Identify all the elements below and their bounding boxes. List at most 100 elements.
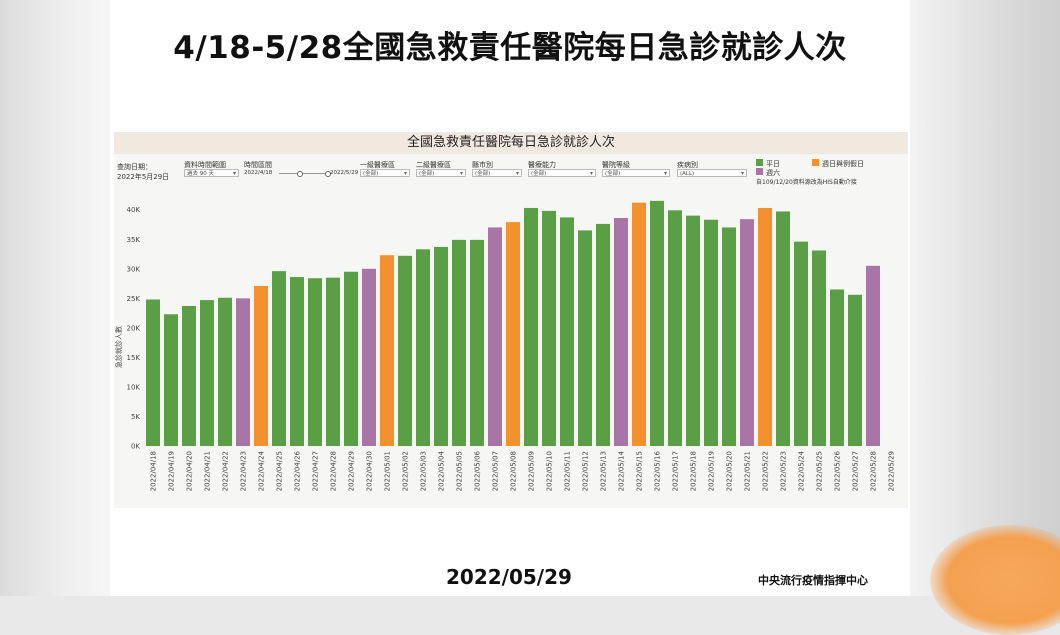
x-tick-label: 2022/05/18: [690, 451, 698, 491]
x-tick-label: 2022/05/29: [888, 451, 896, 491]
hospital-level-select[interactable]: (全部): [602, 169, 670, 178]
x-tick-label: 2022/05/03: [420, 451, 428, 491]
capacity-select[interactable]: (全部): [528, 169, 596, 178]
legend-holiday-label: 週日與例假日: [822, 160, 864, 168]
data-range-label: 資料時間範圍: [184, 161, 226, 169]
x-tick-label: 2022/04/20: [186, 451, 194, 491]
bar[interactable]: [775, 211, 791, 446]
x-tick-label: 2022/04/19: [168, 451, 176, 491]
x-tick-label: 2022/05/17: [672, 451, 680, 491]
period-label: 時間區間: [244, 161, 272, 169]
bar[interactable]: [721, 227, 737, 446]
background-right: [910, 0, 1060, 596]
y-axis-label: 急診就診人數: [114, 326, 123, 368]
bar[interactable]: [397, 255, 413, 446]
bar[interactable]: [865, 265, 881, 446]
emerg2-select[interactable]: (全部): [416, 169, 466, 178]
period-slider[interactable]: [279, 171, 331, 177]
x-tick-label: 2022/05/28: [870, 451, 878, 491]
bar[interactable]: [307, 278, 323, 446]
bar[interactable]: [145, 299, 161, 446]
x-tick-label: 2022/05/12: [582, 451, 590, 491]
x-tick-label: 2022/04/28: [330, 451, 338, 491]
x-tick-label: 2022/04/27: [312, 451, 320, 491]
x-tick-label: 2022/05/15: [636, 451, 644, 491]
footer-org: 中央流行疫情指揮中心: [758, 574, 868, 587]
x-tick-label: 2022/04/24: [258, 450, 266, 491]
bar[interactable]: [253, 285, 269, 446]
x-tick-label: 2022/04/25: [276, 451, 284, 491]
data-range-select[interactable]: 過去 90 天: [184, 169, 239, 178]
bar[interactable]: [163, 314, 179, 446]
bar[interactable]: [487, 227, 503, 446]
y-tick-label: 20K: [127, 324, 141, 332]
bar[interactable]: [289, 277, 305, 446]
slider-handle-end[interactable]: [325, 171, 331, 177]
hospital-level-label: 醫院等級: [602, 161, 630, 169]
x-tick-label: 2022/04/30: [366, 451, 374, 491]
legend-weekday-label: 平日: [766, 160, 780, 168]
bar[interactable]: [451, 239, 467, 446]
x-tick-label: 2022/05/07: [492, 451, 500, 491]
bar[interactable]: [343, 271, 359, 446]
bar[interactable]: [577, 230, 593, 446]
bar[interactable]: [829, 289, 845, 446]
x-tick-label: 2022/05/09: [528, 451, 536, 491]
bar[interactable]: [469, 239, 485, 446]
background-left: [0, 0, 110, 596]
x-tick-label: 2022/05/22: [762, 451, 770, 491]
bar[interactable]: [361, 268, 377, 446]
bar[interactable]: [325, 277, 341, 446]
bar[interactable]: [415, 249, 431, 446]
bar[interactable]: [793, 241, 809, 446]
x-tick-label: 2022/05/24: [798, 450, 806, 491]
x-tick-label: 2022/05/26: [834, 450, 842, 491]
footer-date: 2022/05/29: [446, 565, 572, 589]
bar[interactable]: [811, 250, 827, 446]
bar[interactable]: [685, 215, 701, 446]
y-tick-label: 15K: [127, 354, 141, 362]
y-tick-label: 30K: [127, 265, 141, 273]
x-tick-label: 2022/05/23: [780, 451, 788, 491]
x-tick-label: 2022/05/02: [402, 451, 410, 491]
county-select[interactable]: (全部): [472, 169, 522, 178]
bar[interactable]: [523, 207, 539, 446]
disease-select[interactable]: (ALL): [677, 169, 747, 178]
period-start: 2022/4/18: [244, 170, 273, 176]
bar[interactable]: [739, 219, 755, 446]
bar[interactable]: [271, 271, 287, 446]
bar[interactable]: [217, 297, 233, 446]
bar[interactable]: [847, 294, 863, 446]
bar[interactable]: [703, 219, 719, 446]
x-tick-label: 2022/05/19: [708, 451, 716, 491]
legend-weekday-swatch: [756, 159, 763, 166]
bar[interactable]: [433, 246, 449, 446]
bar[interactable]: [541, 210, 557, 446]
slider-handle-start[interactable]: [297, 171, 303, 177]
headline: 4/18-5/28全國急救責任醫院每日急診就診人次: [173, 30, 847, 66]
emerg1-select[interactable]: (全部): [360, 169, 410, 178]
bar[interactable]: [559, 217, 575, 446]
bar[interactable]: [757, 207, 773, 446]
bar[interactable]: [181, 306, 197, 446]
bar[interactable]: [631, 202, 647, 446]
bar[interactable]: [505, 222, 521, 446]
bar[interactable]: [595, 223, 611, 446]
x-tick-label: 2022/05/14: [618, 450, 626, 491]
x-tick-label: 2022/05/04: [438, 450, 446, 491]
bar[interactable]: [667, 210, 683, 446]
x-tick-label: 2022/05/06: [474, 450, 482, 491]
bar[interactable]: [199, 300, 215, 446]
x-tick-label: 2022/05/11: [564, 451, 572, 491]
emerg1-label: 一級醫療區: [360, 161, 395, 169]
y-tick-label: 5K: [131, 413, 140, 421]
x-tick-label: 2022/05/20: [726, 451, 734, 491]
bar[interactable]: [379, 255, 395, 446]
bar[interactable]: [613, 217, 629, 446]
bar[interactable]: [235, 298, 251, 446]
x-tick-label: 2022/05/16: [654, 450, 662, 491]
bar[interactable]: [649, 200, 665, 446]
chart-title: 全國急救責任醫院每日急診就診人次: [114, 132, 908, 154]
x-tick-label: 2022/05/08: [510, 451, 518, 491]
y-tick-label: 10K: [127, 383, 141, 391]
